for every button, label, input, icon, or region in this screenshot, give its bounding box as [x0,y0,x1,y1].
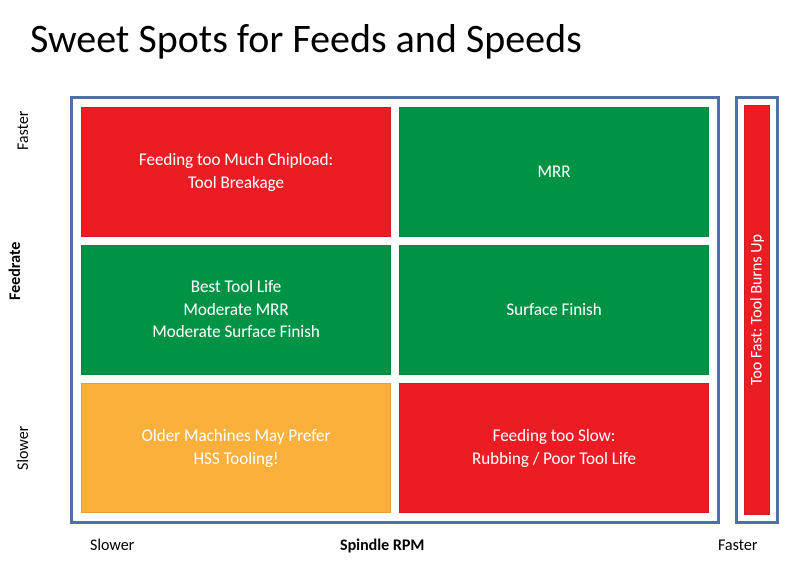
x-axis-low-label: Slower [90,536,134,555]
cell-top-right: MRR [399,107,709,237]
cell-top-left: Feeding too Much Chipload:Tool Breakage [81,107,391,237]
side-column-frame: Too Fast: Tool Burns Up [735,96,779,524]
y-axis-low-label: Slower [14,426,33,470]
cell-mid-right: Surface Finish [399,245,709,375]
x-axis-label: Spindle RPM [340,536,424,555]
y-axis-label: Feedrate [6,242,25,300]
cell-mid-left: Best Tool LifeModerate MRRModerate Surfa… [81,245,391,375]
x-axis-high-label: Faster [718,536,757,555]
cell-bot-left: Older Machines May PreferHSS Tooling! [81,383,391,513]
side-column: Too Fast: Tool Burns Up [744,105,770,515]
page-title: Sweet Spots for Feeds and Speeds [30,14,582,63]
y-axis-high-label: Faster [14,111,33,150]
matrix-grid: Feeding too Much Chipload:Tool Breakage … [70,96,720,524]
cell-bot-right: Feeding too Slow:Rubbing / Poor Tool Lif… [399,383,709,513]
